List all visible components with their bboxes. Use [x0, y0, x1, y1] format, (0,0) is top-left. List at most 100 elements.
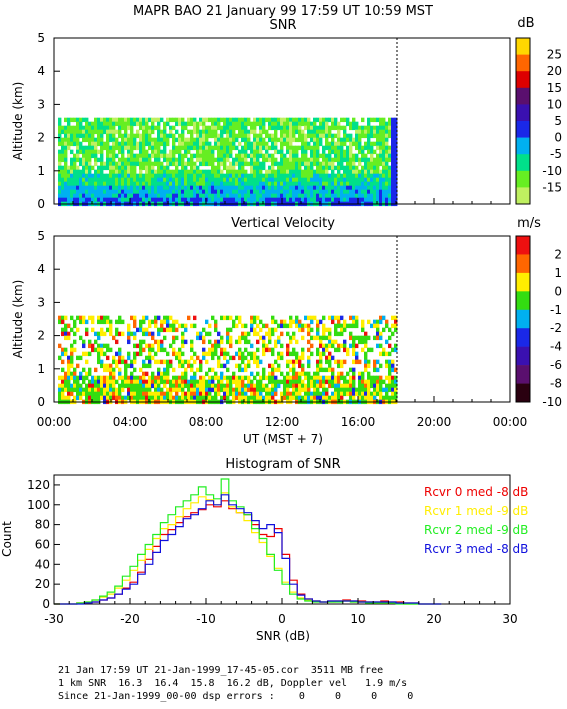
snr-cell	[94, 125, 98, 131]
snr-cell	[172, 185, 176, 191]
snr-cell	[262, 121, 266, 127]
snr-cell	[394, 181, 398, 187]
snr-cell	[214, 129, 218, 135]
snr-cell	[295, 117, 299, 123]
vv-cell	[160, 387, 164, 393]
vv-cell	[211, 351, 215, 357]
snr-cell	[130, 169, 134, 175]
snr-cell	[196, 165, 200, 171]
vv-cell	[142, 315, 146, 321]
snr-cell	[154, 149, 158, 155]
vv-cell	[58, 387, 62, 393]
vv-cell	[298, 371, 302, 377]
vv-cell	[283, 387, 287, 393]
vv-cell	[343, 379, 347, 385]
snr-cell	[79, 121, 83, 127]
vv-cell	[295, 339, 299, 345]
vv-cell	[391, 331, 395, 337]
vv-cell	[388, 327, 392, 333]
vv-cell	[184, 367, 188, 373]
vv-cell	[130, 395, 134, 401]
vv-cell	[307, 379, 311, 385]
snr-cell	[289, 133, 293, 139]
snr-cell	[283, 137, 287, 143]
vv-cell	[73, 395, 77, 401]
vv-cell	[283, 379, 287, 385]
vv-cell	[298, 395, 302, 401]
snr-cell	[142, 161, 146, 167]
snr-cell	[223, 193, 227, 199]
snr-cell	[325, 161, 329, 167]
snr-cell	[325, 141, 329, 147]
vv-cell	[202, 355, 206, 361]
snr-cell	[103, 177, 107, 183]
snr-cell	[187, 169, 191, 175]
vv-cell	[154, 359, 158, 365]
vv-cell	[310, 391, 314, 397]
snr-cell	[100, 157, 104, 163]
snr-cell	[292, 165, 296, 171]
snr-cell	[115, 197, 119, 203]
snr-cell	[214, 197, 218, 203]
vv-y-tick-label: 5	[37, 229, 45, 243]
snr-colorbar-swatch	[516, 121, 530, 138]
snr-cell	[88, 149, 92, 155]
snr-cell	[253, 157, 257, 163]
snr-cell	[376, 153, 380, 159]
vv-cell	[157, 383, 161, 389]
snr-cell	[298, 129, 302, 135]
snr-cell	[262, 145, 266, 151]
snr-cell	[385, 165, 389, 171]
snr-cell	[121, 145, 125, 151]
vv-cell	[160, 379, 164, 385]
snr-cell	[376, 189, 380, 195]
snr-cell	[337, 121, 341, 127]
snr-cell	[172, 153, 176, 159]
vv-cell	[322, 391, 326, 397]
vv-cell	[79, 387, 83, 393]
snr-cell	[211, 149, 215, 155]
snr-cell	[280, 157, 284, 163]
vv-cell	[331, 339, 335, 345]
vv-cell	[298, 363, 302, 369]
vv-cell	[277, 323, 281, 329]
vv-cell	[61, 315, 65, 321]
vv-cell	[64, 395, 68, 401]
snr-cell	[64, 165, 68, 171]
vv-cell	[319, 351, 323, 357]
snr-cell	[379, 149, 383, 155]
histogram-x-ticks: -30 -20 -10 0 10 20 30	[44, 598, 518, 626]
vv-cell	[70, 355, 74, 361]
snr-cell	[100, 177, 104, 183]
snr-cell	[388, 185, 392, 191]
vv-cell	[298, 327, 302, 333]
vv-cell	[307, 391, 311, 397]
snr-cell	[229, 181, 233, 187]
vv-cell	[118, 387, 122, 393]
snr-cell	[130, 173, 134, 179]
snr-cell	[208, 181, 212, 187]
snr-cell	[181, 145, 185, 151]
snr-cell	[91, 197, 95, 203]
snr-cell	[376, 141, 380, 147]
snr-cell	[205, 145, 209, 151]
snr-cell	[136, 189, 140, 195]
vv-cell	[217, 363, 221, 369]
vv-cell	[109, 367, 113, 373]
vv-cell	[127, 395, 131, 401]
snr-cell	[229, 193, 233, 199]
vv-cell	[388, 371, 392, 377]
snr-cell	[355, 125, 359, 131]
snr-cell	[178, 185, 182, 191]
snr-cell	[301, 133, 305, 139]
snr-cell	[274, 161, 278, 167]
snr-cell	[289, 137, 293, 143]
vv-cell	[115, 379, 119, 385]
snr-cell	[385, 185, 389, 191]
vv-cell	[139, 379, 143, 385]
vv-cell	[181, 371, 185, 377]
vv-cell	[259, 383, 263, 389]
snr-cell	[247, 197, 251, 203]
snr-cell	[331, 161, 335, 167]
snr-cell	[289, 173, 293, 179]
